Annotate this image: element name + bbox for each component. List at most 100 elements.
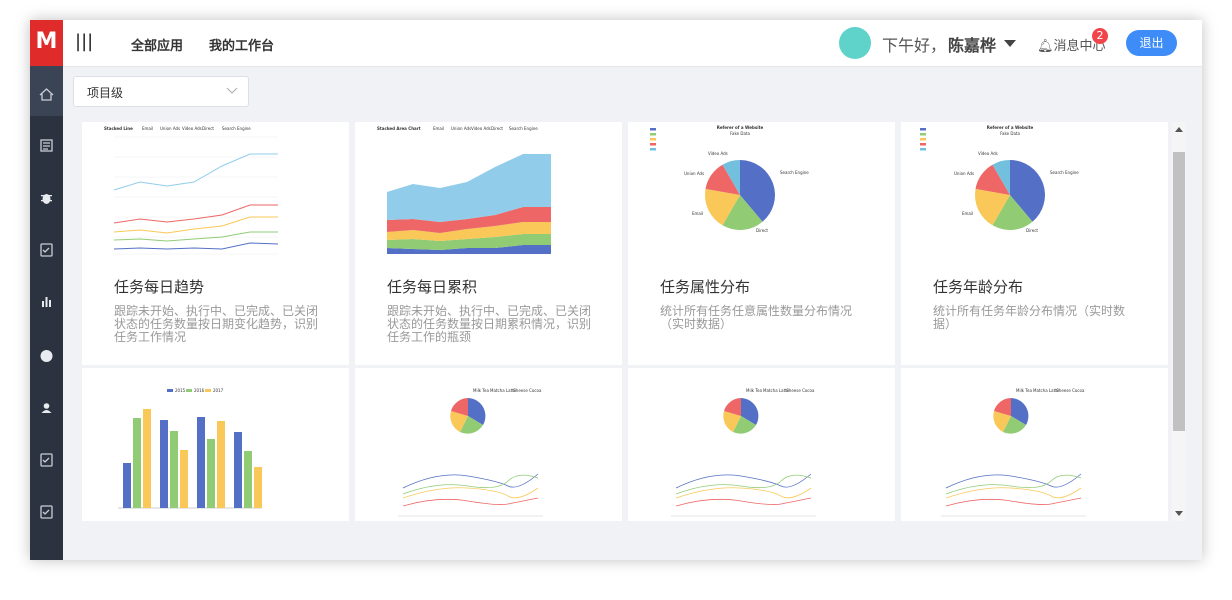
thumbnail-label: Referer of a Website — [717, 125, 764, 130]
card[interactable]: Referer of a Website Fake Data Search En… — [628, 122, 895, 365]
thumbnail-label: Direct — [491, 126, 503, 131]
thumbnail-shape — [234, 432, 242, 508]
card[interactable]: Stacked Area Chart Email Union Ads Video A… — [355, 122, 622, 365]
thumbnail-label: Matcha Latte — [763, 388, 790, 393]
thumbnail-shape — [39, 88, 54, 519]
thumbnail-label: 2015 — [175, 388, 186, 393]
card-title: 任务属性分布 — [660, 278, 751, 296]
thumbnail: Referer of a Website Fake Data Search En… — [920, 125, 1079, 233]
card[interactable]: 2015 2016 2017 — [82, 368, 349, 521]
thumbnail-shape — [42, 457, 50, 463]
thumbnail-label: Cheese Cocoa — [786, 388, 815, 393]
thumbnail-shape — [170, 431, 178, 508]
thumbnail-shape — [186, 389, 192, 392]
thumbnail-shape — [41, 200, 52, 202]
thumbnail-shape — [387, 154, 551, 222]
sidebar: M — [30, 20, 63, 560]
thumbnail-label: Direct — [1026, 228, 1038, 233]
thumbnail-shape — [197, 417, 205, 508]
thumbnail-label: Cheese Cocoa — [1056, 388, 1085, 393]
messages[interactable]: 🔔︎消息中心 — [1037, 39, 1106, 54]
thumbnail-shape — [113, 242, 279, 250]
thumbnail-shape — [45, 297, 48, 307]
logout-button[interactable]: 退出 — [1126, 30, 1177, 56]
thumbnail-shape — [41, 410, 52, 413]
thumbnail-label: 2017 — [213, 388, 224, 393]
logo[interactable]: M — [30, 20, 63, 66]
nav-item[interactable]: 全部应用 — [131, 39, 184, 54]
thumbnail-shape — [114, 136, 278, 255]
scrollbar[interactable] — [1172, 122, 1186, 521]
thumbnail-shape — [387, 245, 551, 254]
thumbnail: Stacked Area Chart Email Union Ads Video A… — [377, 126, 551, 254]
card[interactable]: Milk Tea Matcha Latte Cheese Cocoa — [355, 368, 622, 521]
thumbnail-shape — [113, 153, 279, 250]
user-name[interactable]: 陈嘉桦 — [948, 36, 997, 55]
thumbnail-label: Search Engine — [780, 170, 809, 175]
card-title: 任务每日趋势 — [114, 278, 205, 296]
card[interactable]: Referer of a Website Fake Data Search En… — [901, 122, 1168, 365]
thumbnail-shape — [113, 216, 278, 234]
thumbnail-shape — [43, 403, 50, 409]
thumbnail-shape — [41, 195, 52, 197]
nav-item[interactable]: 我的工作台 — [209, 39, 275, 54]
thumbnail-label: Union Ads — [160, 126, 180, 131]
thumbnail-label: Video Ads — [978, 151, 998, 156]
thumbnail: Referer of a Website Fake Data Search En… — [650, 125, 809, 233]
thumbnail-shape — [244, 451, 252, 508]
thumbnail-shape — [42, 301, 44, 307]
thumbnail-shape — [114, 136, 278, 255]
window: M ||| 全部应用 我的工作台 下午好， 陈嘉桦 🔔︎消息中心 2 退出 项目… — [30, 20, 1202, 560]
thumbnail-shape — [133, 418, 141, 508]
messages-label: 消息中心 — [1053, 39, 1106, 54]
thumbnail-label: Matcha Latte — [490, 388, 517, 393]
card-description: 跟踪未开始、执行中、已完成、已关闭状态的任务数量按日期变化趋势，识别任务工作情况 — [114, 304, 319, 344]
thumbnail-shape — [39, 88, 54, 101]
thumbnail-shape — [397, 397, 544, 517]
thumbnail-label: Search Engine — [1050, 170, 1079, 175]
thumbnail: 2015 2016 2017 — [118, 388, 262, 509]
thumbnail-label: Search Engine — [222, 126, 251, 131]
thumbnail-shape — [650, 128, 775, 230]
thumbnail-label: Email — [142, 126, 153, 131]
thumbnail-label: Milk Tea — [746, 388, 762, 393]
thumbnail-shape — [42, 247, 50, 253]
thumbnail-label: Fake Data — [730, 131, 750, 136]
nav-active — [30, 66, 63, 116]
card-description: 统计所有任务年龄分布情况（实时数据） — [933, 304, 1126, 331]
avatar[interactable] — [839, 27, 871, 59]
thumbnail-label: Stacked Area Chart — [377, 126, 421, 131]
card-description: 统计所有任务任意属性数量分布情况（实时数据） — [660, 304, 853, 331]
thumbnail-shape — [143, 409, 151, 508]
card[interactable]: Milk Tea Matcha Latte Cheese Cocoa — [628, 368, 895, 521]
thumbnail-label: Matcha Latte — [1033, 388, 1060, 393]
card-description: 跟踪未开始、执行中、已完成、已关闭状态的任务数量按日期累积情况，识别任务工作的瓶… — [387, 304, 592, 344]
thumbnail-shape — [42, 509, 50, 515]
thumbnail-label: Direct — [756, 228, 768, 233]
filter-select[interactable]: 项目级 — [73, 76, 249, 107]
select-arrow — [226, 87, 238, 94]
thumbnail-label: Stacked Line — [104, 126, 133, 131]
thumbnail-shape — [387, 234, 551, 250]
thumbnail-shape — [40, 139, 53, 152]
menu-icon[interactable]: ||| — [75, 31, 94, 52]
card-grid: Stacked Line Email Union Ads Video Ads Dire… — [82, 122, 1188, 521]
thumbnail-label: Email — [692, 211, 703, 216]
thumbnail-label: Union Ads — [684, 171, 704, 176]
thumbnail-shape — [254, 467, 262, 508]
thumbnail-shape — [670, 397, 817, 517]
dropdown-arrow[interactable] — [1004, 40, 1016, 47]
thumbnail-label: Union Ads — [954, 171, 974, 176]
thumbnail-shape — [40, 243, 53, 257]
card[interactable]: Milk Tea Matcha Latte Cheese Cocoa — [901, 368, 1168, 521]
card[interactable]: Stacked Line Email Union Ads Video Ads Dire… — [82, 122, 349, 365]
thumbnail-shape — [113, 153, 278, 191]
scroll-thumb[interactable] — [1173, 152, 1185, 431]
badge: 2 — [1092, 28, 1108, 44]
thumbnail-label: Milk Tea — [473, 388, 489, 393]
card-title: 任务年龄分布 — [933, 278, 1024, 296]
